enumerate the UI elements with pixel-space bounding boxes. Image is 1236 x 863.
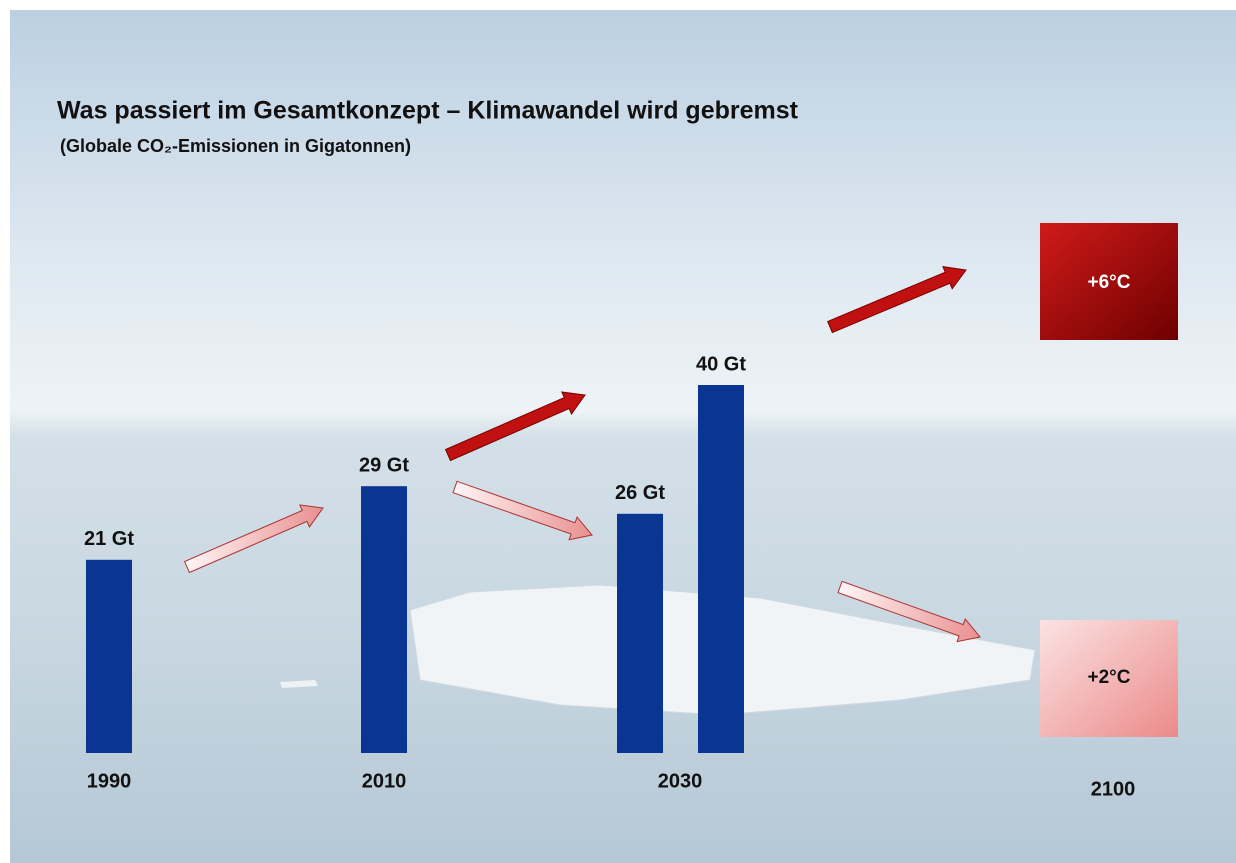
trend-arrow [837,580,981,643]
warming-box-low [1040,620,1178,737]
trend-arrow [183,504,324,574]
x-tick-label: 1990 [87,770,132,792]
x-tick-label: 2010 [362,770,407,792]
value-label: 26 Gt [615,482,665,504]
x-tick-label: 2100 [1091,778,1136,800]
bar [361,486,407,753]
x-tick-label: 2030 [658,770,703,792]
annotation: +6°C [1088,272,1131,293]
bar [617,513,663,753]
chart-subtitle: (Globale CO₂-Emissionen in Gigatonnen) [60,136,411,156]
trend-arrow [444,391,586,462]
chart-title: Was passiert im Gesamtkonzept – Klimawan… [57,97,799,125]
warming-box-high [1040,223,1178,340]
ice-piece [280,680,318,688]
trend-arrow [827,266,967,334]
arrows [183,266,981,643]
value-label: 40 Gt [696,353,746,375]
value-label: 21 Gt [84,528,134,550]
bar [86,559,132,753]
trend-arrow [452,480,593,541]
bar [698,385,744,753]
value-label: 29 Gt [359,454,409,476]
annotation: +2°C [1088,667,1131,688]
